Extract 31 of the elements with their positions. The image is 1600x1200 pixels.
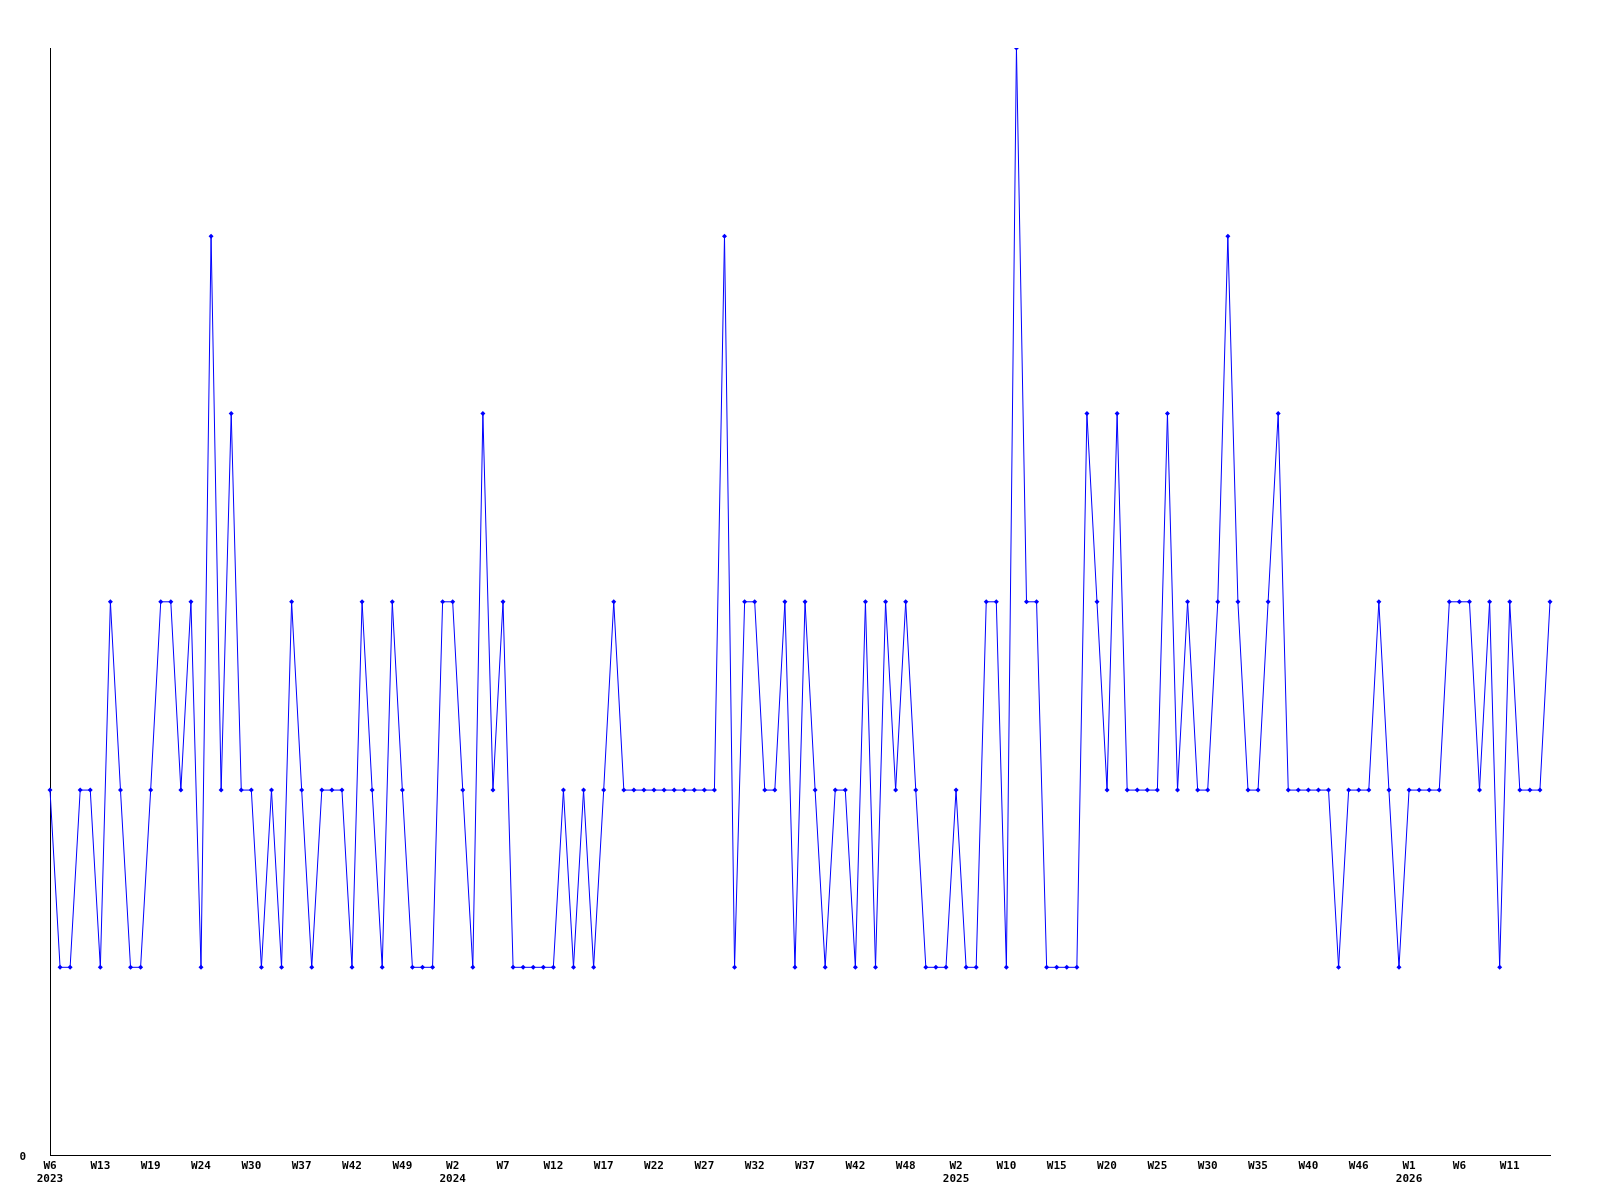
x-tick-label: W1 2026	[1395, 1159, 1423, 1186]
x-tick-label: W22	[644, 1159, 664, 1173]
x-tick-label: W19	[140, 1159, 161, 1173]
x-tick-label: W10	[996, 1159, 1017, 1173]
x-tick-label: W6	[1452, 1159, 1467, 1173]
x-tick-label: W32	[744, 1159, 765, 1173]
x-tick-label: W46	[1348, 1159, 1370, 1173]
x-tick-label: W30	[1197, 1159, 1218, 1173]
text: 0	[19, 1150, 26, 1164]
x-tick-label: W2 2025	[942, 1159, 970, 1186]
x-tick-label: W7	[496, 1159, 510, 1173]
x-tick-label: W25	[1147, 1159, 1168, 1173]
x-tick-label: W15	[1046, 1159, 1067, 1173]
x-tick-label: W40	[1298, 1159, 1319, 1173]
x-tick-label: W24	[191, 1159, 212, 1173]
x-tick-label: W48	[895, 1159, 916, 1173]
x-tick-label: W17	[593, 1159, 614, 1173]
x-tick-label: W20	[1097, 1159, 1117, 1173]
x-tick-label: W42	[342, 1159, 362, 1173]
x-tick-label: W42	[845, 1159, 866, 1173]
x-tick-label: W30	[241, 1159, 262, 1173]
x-tick-label: W35	[1248, 1159, 1268, 1173]
x-tick-label: W6 2023	[36, 1159, 64, 1186]
x-tick-label: W49	[392, 1159, 413, 1173]
x-tick-label: W13	[90, 1159, 111, 1173]
x-tick-label: W12	[543, 1159, 564, 1173]
x-tick-label: W27	[694, 1159, 715, 1173]
x-tick-label: W37	[291, 1159, 312, 1173]
x-tick-label: W37	[795, 1159, 815, 1173]
x-tick-label: W11	[1499, 1159, 1521, 1173]
x-tick-label: W2 2024	[439, 1159, 467, 1186]
